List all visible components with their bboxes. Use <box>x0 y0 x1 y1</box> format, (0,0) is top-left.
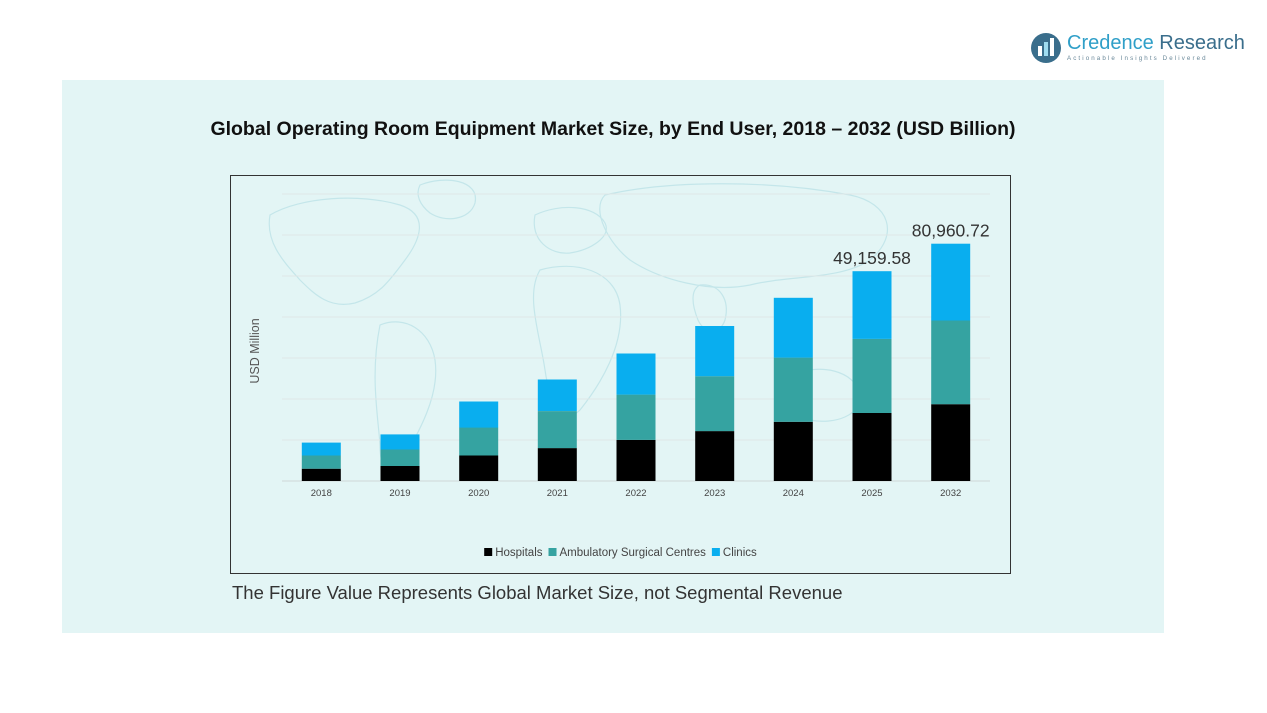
bar-ambulatory-surgical-centres-2018 <box>301 455 341 469</box>
x-axis-ticks: 2018 2019 2020 2021 2022 2023 2024 2025 2032 <box>311 488 962 499</box>
legend-label: Hospitals <box>495 547 543 559</box>
bar-clinics-2024 <box>773 297 813 358</box>
legend-swatch <box>548 548 557 556</box>
chart-panel <box>62 80 1164 633</box>
bar-ambulatory-surgical-centres-2022 <box>616 394 656 440</box>
x-tick-label: 2020 <box>468 488 489 499</box>
bar-hospitals-2025 <box>852 413 892 481</box>
credence-research-logo: Credence Research Actionable Insights De… <box>1030 30 1245 70</box>
legend-swatch <box>484 548 493 556</box>
legend-label: Clinics <box>723 547 757 559</box>
logo-name-part1: Credence <box>1067 32 1154 54</box>
legend-label: Ambulatory Surgical Centres <box>560 547 707 559</box>
chart-bars <box>301 243 971 481</box>
bar-ambulatory-surgical-centres-2032 <box>931 320 971 405</box>
logo-bars-icon <box>1031 33 1061 63</box>
bar-ambulatory-surgical-centres-2024 <box>773 357 813 422</box>
logo-name-part2: Research <box>1159 32 1245 54</box>
bar-hospitals-2019 <box>380 465 420 481</box>
bar-hospitals-2032 <box>931 404 971 481</box>
bar-clinics-2019 <box>380 434 420 450</box>
stacked-bar-chart: 2018 2019 2020 2021 2022 2023 2024 2025 2032 49,… <box>248 179 990 559</box>
bar-hospitals-2021 <box>537 448 577 481</box>
x-tick-label: 2032 <box>940 488 961 499</box>
x-tick-label: 2019 <box>389 488 410 499</box>
legend-swatch <box>711 548 720 556</box>
bar-clinics-2032 <box>931 243 971 321</box>
bar-ambulatory-surgical-centres-2020 <box>459 427 499 456</box>
y-axis-label: USD Million <box>248 318 262 383</box>
bar-clinics-2022 <box>616 353 656 395</box>
bar-ambulatory-surgical-centres-2019 <box>380 449 420 466</box>
x-tick-label: 2025 <box>861 488 882 499</box>
bar-hospitals-2018 <box>301 468 341 481</box>
bar-ambulatory-surgical-centres-2023 <box>695 376 735 432</box>
chart-frame <box>230 175 1011 574</box>
bar-ambulatory-surgical-centres-2021 <box>537 411 577 449</box>
x-tick-label: 2023 <box>704 488 725 499</box>
chart-legend: Hospitals Ambulatory Surgical Centres Clin… <box>484 547 757 559</box>
logo-tagline: Actionable Insights Delivered <box>1067 55 1208 62</box>
data-label-2032: 80,960.72 <box>912 221 990 241</box>
x-tick-label: 2024 <box>783 488 804 499</box>
x-tick-label: 2021 <box>547 488 568 499</box>
x-tick-label: 2018 <box>311 488 332 499</box>
bar-hospitals-2020 <box>459 455 499 481</box>
data-label-2025: 49,159.58 <box>833 248 911 268</box>
chart-title: Global Operating Room Equipment Market S… <box>210 118 1016 140</box>
bar-clinics-2018 <box>301 442 341 456</box>
bar-clinics-2023 <box>695 326 735 377</box>
bar-clinics-2021 <box>537 379 577 411</box>
bar-ambulatory-surgical-centres-2025 <box>852 338 892 413</box>
footnote: The Figure Value Represents Global Marke… <box>232 582 843 603</box>
logo-name: Credence Research <box>1067 32 1245 55</box>
bar-clinics-2025 <box>852 271 892 339</box>
bar-hospitals-2022 <box>616 439 656 481</box>
bar-hospitals-2024 <box>773 421 813 481</box>
x-tick-label: 2022 <box>625 488 646 499</box>
bar-hospitals-2023 <box>695 431 735 481</box>
bar-clinics-2020 <box>459 401 499 428</box>
